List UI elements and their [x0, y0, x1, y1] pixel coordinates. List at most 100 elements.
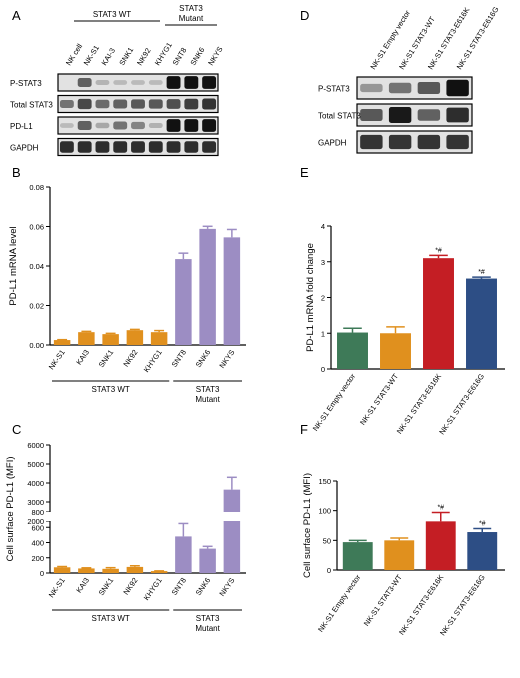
bar [199, 228, 216, 345]
y-axis-label: Cell surface PD-L1 (MFI) [302, 473, 313, 578]
bar [78, 332, 95, 345]
group-label-wt: STAT3 WT [93, 10, 131, 19]
panel-letter: B [12, 165, 21, 180]
y-tick-label: 0 [321, 365, 325, 374]
group-label-mutant-1: STAT3 [179, 4, 203, 13]
y-tick-label: 0.00 [29, 341, 44, 350]
category-label: SNK1 [97, 576, 116, 597]
blot-band [148, 99, 163, 109]
y-axis-label: Cell surface PD-L1 (MFI) [5, 456, 16, 561]
y-tick-label: 0.06 [29, 223, 44, 232]
blot-band [131, 80, 145, 85]
category-label: SNK6 [194, 348, 213, 369]
blot-band [446, 79, 469, 97]
bar [223, 489, 241, 573]
blot-band [131, 141, 145, 153]
y-tick-label: 3000 [27, 498, 44, 507]
blot-band [95, 141, 110, 153]
category-label: NKYS [217, 348, 236, 370]
lane-label: NK cell [64, 42, 84, 67]
row-label: GAPDH [10, 144, 39, 153]
bar [199, 548, 216, 573]
significance-label: *# [479, 520, 486, 527]
group-label: Mutant [195, 624, 220, 633]
y-tick-label: 600 [31, 523, 44, 532]
category-label: NK-S1 [47, 348, 67, 371]
blot-band [95, 122, 110, 129]
category-label: NKYS [217, 576, 236, 598]
blot-band [184, 119, 199, 132]
group-label-mutant-2: Mutant [179, 14, 204, 23]
panel-letter: D [300, 8, 309, 23]
bar [126, 330, 144, 345]
bar [78, 568, 95, 573]
blot-band [184, 76, 199, 89]
blot-band [113, 141, 128, 153]
y-tick-label: 4 [321, 222, 325, 231]
bar [53, 340, 71, 345]
blot-band [446, 134, 469, 150]
y-tick-label: 50 [323, 536, 331, 545]
significance-label: *# [437, 504, 444, 511]
blot-band [77, 121, 92, 130]
bar [425, 521, 456, 570]
category-label: NK-S1 [47, 576, 67, 599]
blot-band [388, 134, 412, 150]
blot-strip [356, 103, 473, 127]
category-label: SNK6 [194, 576, 213, 597]
panel-e-bar-chart: E 0 1 2 3 4 PD-L1 mRNA fold change NK-S1 Empty … [300, 165, 505, 436]
y-tick-label: 0.08 [29, 183, 44, 192]
row-label: GAPDH [318, 139, 347, 148]
bar [102, 334, 119, 345]
y-tick-label: 200 [31, 554, 44, 563]
y-tick-label: 150 [318, 477, 331, 486]
y-tick-label: 100 [318, 507, 331, 516]
y-tick-label: 6000 [27, 441, 44, 450]
group-label: STAT3 [196, 614, 220, 623]
lane-label: NKYS [206, 45, 224, 67]
blot-band [166, 76, 181, 89]
blot-band [77, 78, 92, 87]
blot-band [113, 99, 128, 109]
lane-label: NK-S1 [82, 44, 101, 68]
category-label: KAI3 [74, 348, 91, 366]
blot-band [59, 141, 74, 153]
y-tick-label: 0.02 [29, 302, 44, 311]
panel-letter: F [300, 422, 308, 437]
category-label: KHYG1 [142, 348, 164, 374]
panel-letter: C [12, 422, 21, 437]
blot-band [148, 122, 163, 129]
blot-band [360, 108, 383, 122]
category-label: SNT8 [170, 576, 188, 597]
lane-label: KAI-3 [100, 46, 118, 67]
blot-strip [356, 76, 473, 100]
blot-band [417, 109, 441, 121]
category-label: NK-S1 STAT3-E616G [438, 573, 487, 637]
row-label: Total STAT3 [10, 101, 53, 110]
lane-label: SNT8 [171, 46, 189, 67]
blot-strip [356, 130, 473, 154]
y-tick-label: 4000 [27, 479, 44, 488]
category-label: NK92 [121, 348, 139, 369]
group-label: STAT3 WT [91, 385, 129, 394]
blot-band [202, 141, 217, 153]
bar [342, 542, 373, 570]
y-tick-label: 2 [321, 294, 325, 303]
category-label: SNK1 [97, 348, 116, 369]
y-axis-label: PD-L1 mRNA fold change [305, 243, 316, 352]
y-tick-label: 400 [31, 539, 44, 548]
bar [467, 532, 498, 570]
y-tick-label: 3 [321, 258, 325, 267]
bar [380, 333, 411, 369]
category-label: KHYG1 [142, 576, 164, 602]
significance-label: *# [478, 269, 485, 276]
blot-band [388, 82, 412, 94]
category-label: NK92 [121, 576, 139, 597]
blot-band [388, 107, 412, 123]
lane-label: SNK6 [188, 46, 206, 67]
blot-band [202, 119, 217, 132]
y-tick-label: 1 [321, 329, 325, 338]
